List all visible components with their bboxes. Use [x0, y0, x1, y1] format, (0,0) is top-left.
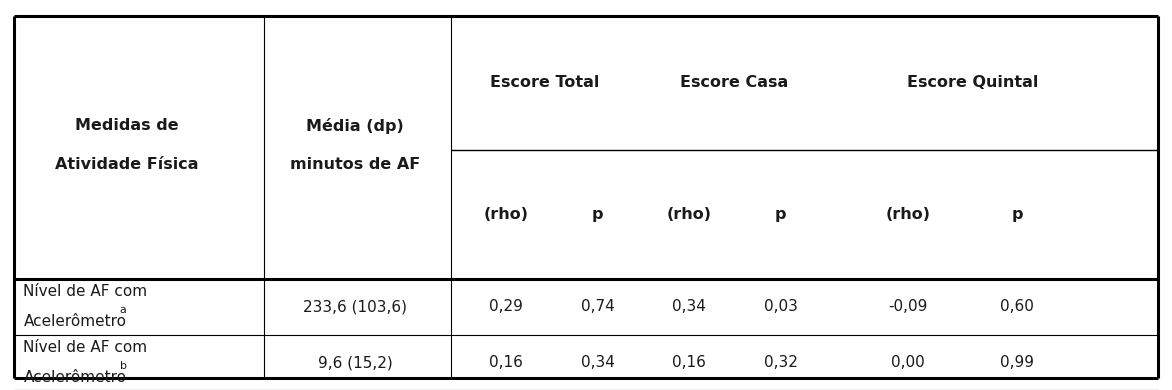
Text: Escore Casa: Escore Casa: [680, 75, 788, 90]
Text: p: p: [775, 207, 786, 222]
Text: 0,16: 0,16: [490, 355, 523, 370]
Text: Nível de AF com: Nível de AF com: [23, 284, 148, 300]
Text: 0,00: 0,00: [892, 355, 925, 370]
Text: 0,03: 0,03: [764, 299, 797, 314]
Text: p: p: [1011, 207, 1023, 222]
Text: -0,09: -0,09: [888, 299, 928, 314]
Text: 233,6 (103,6): 233,6 (103,6): [304, 299, 407, 314]
Text: Atividade Física: Atividade Física: [55, 157, 198, 172]
Text: b: b: [120, 361, 127, 370]
Text: Média (dp): Média (dp): [306, 118, 404, 134]
Text: Escore Total: Escore Total: [490, 75, 600, 90]
Text: Escore Quintal: Escore Quintal: [907, 75, 1038, 90]
Text: 0,29: 0,29: [490, 299, 523, 314]
Text: p: p: [592, 207, 604, 222]
Text: (rho): (rho): [484, 207, 529, 222]
Text: Medidas de: Medidas de: [75, 118, 178, 133]
Text: 0,32: 0,32: [764, 355, 797, 370]
Text: Acelerômetro: Acelerômetro: [23, 370, 127, 385]
Text: 0,74: 0,74: [581, 299, 614, 314]
Text: Acelerômetro: Acelerômetro: [23, 314, 127, 329]
Text: a: a: [120, 305, 127, 315]
Text: 0,60: 0,60: [1001, 299, 1034, 314]
Text: 0,16: 0,16: [673, 355, 706, 370]
Text: Nível de AF com: Nível de AF com: [23, 340, 148, 355]
Text: 0,34: 0,34: [581, 355, 614, 370]
Text: 0,34: 0,34: [673, 299, 706, 314]
Text: (rho): (rho): [667, 207, 711, 222]
Text: 9,6 (15,2): 9,6 (15,2): [318, 355, 393, 370]
Text: minutos de AF: minutos de AF: [289, 157, 421, 172]
Text: (rho): (rho): [886, 207, 931, 222]
Text: 0,99: 0,99: [1000, 355, 1035, 370]
